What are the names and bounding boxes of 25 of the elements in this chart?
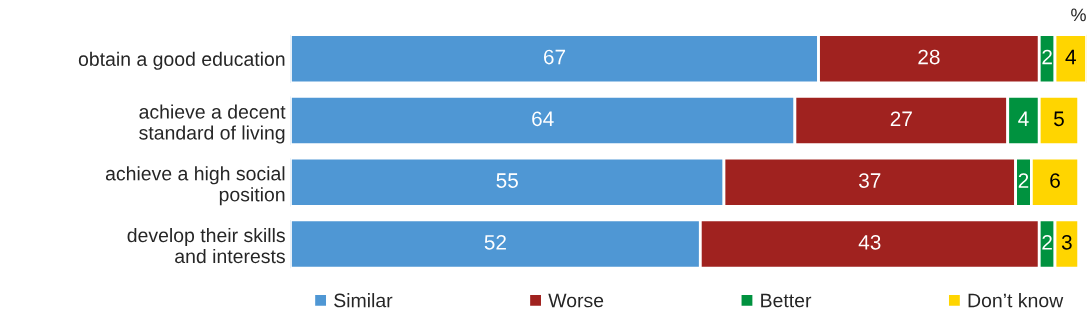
data-label: 64 bbox=[532, 111, 554, 127]
y-tick-label: achieve a high social position bbox=[105, 166, 285, 206]
data-label: 28 bbox=[918, 49, 940, 65]
legend-label: Similar bbox=[334, 293, 393, 308]
data-label: 6 bbox=[1050, 173, 1060, 188]
y-tick-label: achieve a decent standard of living bbox=[139, 104, 286, 144]
data-label: 55 bbox=[496, 173, 518, 188]
data-label: 3 bbox=[1061, 234, 1072, 250]
data-label: 37 bbox=[859, 173, 881, 188]
legend-label: Worse bbox=[548, 293, 604, 308]
data-label: 2 bbox=[1042, 49, 1052, 65]
data-label: 4 bbox=[1065, 49, 1076, 65]
data-label: 67 bbox=[543, 49, 566, 65]
legend-label: Better bbox=[761, 293, 812, 308]
y-tick-label: develop their skills and interests bbox=[127, 227, 285, 264]
data-label: 27 bbox=[890, 111, 912, 126]
data-label: 52 bbox=[484, 234, 506, 250]
data-label: 2 bbox=[1018, 173, 1029, 188]
text: % bbox=[1071, 8, 1086, 22]
data-label: 43 bbox=[858, 234, 881, 250]
legend-label: Don’t know bbox=[968, 293, 1064, 308]
y-tick-label: obtain a good education bbox=[78, 51, 285, 70]
data-label: 2 bbox=[1042, 234, 1052, 250]
data-label: 4 bbox=[1018, 111, 1029, 126]
data-label: 5 bbox=[1053, 111, 1064, 127]
